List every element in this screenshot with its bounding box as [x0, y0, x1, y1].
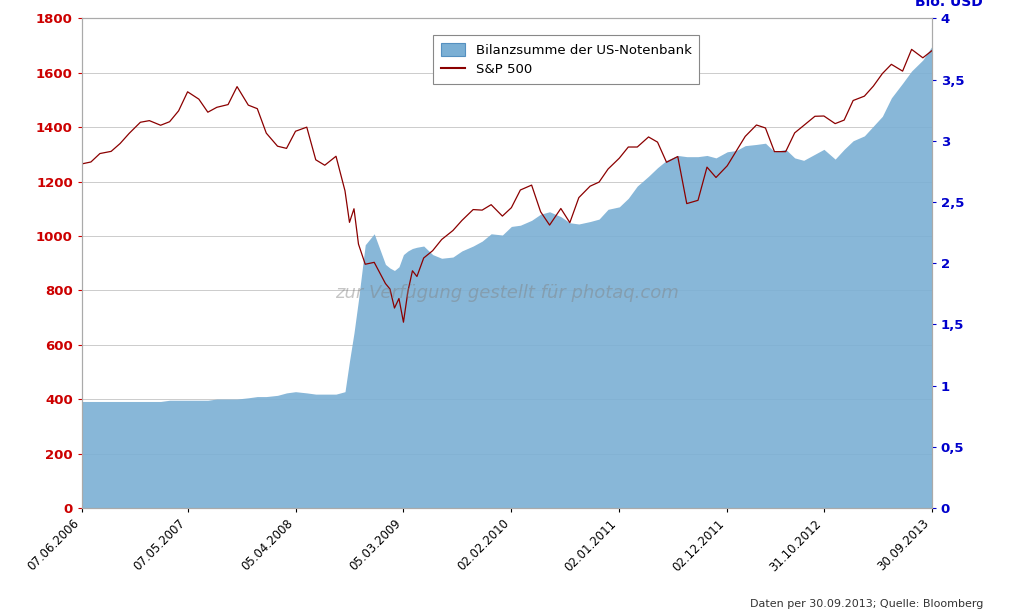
Legend: Bilanzsumme der US-Notenbank, S&P 500: Bilanzsumme der US-Notenbank, S&P 500: [433, 35, 699, 84]
Text: Daten per 30.09.2013; Quelle: Bloomberg: Daten per 30.09.2013; Quelle: Bloomberg: [750, 599, 983, 609]
Text: zur Verfügung gestellt für photaq.com: zur Verfügung gestellt für photaq.com: [335, 283, 679, 302]
Text: Bio. USD: Bio. USD: [915, 0, 983, 9]
